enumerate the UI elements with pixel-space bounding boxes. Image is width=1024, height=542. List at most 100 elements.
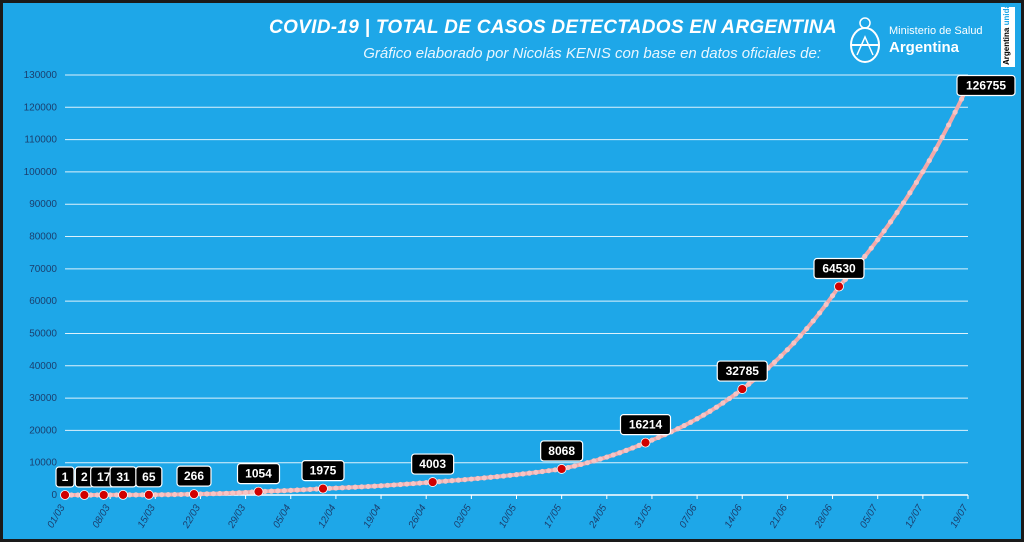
x-tick-label: 17/05 <box>542 503 564 531</box>
x-tick-label: 28/06 <box>813 503 836 531</box>
daily-point <box>771 359 778 365</box>
data-label: 65 <box>142 470 156 484</box>
x-tick-label: 15/03 <box>136 503 158 531</box>
daily-point <box>339 485 345 491</box>
x-tick-label: 08/03 <box>91 503 113 531</box>
highlight-point <box>737 384 748 394</box>
daily-point <box>455 477 462 483</box>
daily-point <box>365 483 371 490</box>
daily-point <box>913 179 920 185</box>
daily-point <box>946 122 952 128</box>
daily-point <box>384 482 391 488</box>
daily-point <box>275 488 281 494</box>
daily-point <box>184 491 191 497</box>
highlight-point <box>79 490 90 500</box>
data-label-box <box>301 460 345 482</box>
daily-point <box>230 490 236 496</box>
data-label: 4003 <box>419 457 446 471</box>
data-label-box <box>411 453 455 475</box>
series-line <box>64 84 970 497</box>
daily-point <box>829 293 836 299</box>
daily-point <box>159 492 165 498</box>
daily-point <box>475 475 481 482</box>
daily-point <box>313 486 320 492</box>
daily-point <box>346 484 352 491</box>
x-tick-label: 21/06 <box>767 503 790 531</box>
daily-point <box>488 474 494 480</box>
daily-point <box>501 473 507 479</box>
line-chart: 0 10000 20000 30000 40000 50000 60000 70000 8000… <box>24 70 1016 531</box>
daily-point <box>139 492 145 498</box>
chart-title: COVID-19 | TOTAL DE CASOS DETECTADOS EN … <box>269 17 837 38</box>
argentina-seal-icon <box>850 17 880 63</box>
daily-point <box>391 482 397 488</box>
daily-point <box>378 483 384 489</box>
x-tick-label: 03/05 <box>452 503 474 531</box>
x-tick-label: 10/05 <box>497 503 519 531</box>
daily-point <box>571 463 578 469</box>
y-tick-label: 80000 <box>29 232 57 243</box>
highlight-point <box>834 281 844 292</box>
daily-point <box>352 484 358 490</box>
chart-subtitle: Gráfico elaborado por Nicolás KENIS con … <box>363 45 821 62</box>
data-label-box <box>135 466 163 488</box>
y-tick-label: 70000 <box>29 264 57 275</box>
daily-point <box>733 391 739 397</box>
daily-point <box>481 475 487 481</box>
daily-point <box>294 487 300 493</box>
daily-point <box>423 479 429 486</box>
daily-point <box>372 483 378 489</box>
daily-point <box>591 458 597 464</box>
highlight-point <box>318 483 328 494</box>
highlight-point <box>189 489 199 500</box>
data-label: 16214 <box>629 418 663 432</box>
data-label: 8068 <box>548 444 575 458</box>
daily-point <box>539 468 545 475</box>
data-label: 1054 <box>245 467 272 481</box>
daily-point <box>920 169 926 175</box>
daily-point <box>249 489 255 495</box>
x-tick-label: 07/06 <box>678 503 700 531</box>
daily-point <box>675 426 681 432</box>
y-tick-label: 30000 <box>29 393 57 404</box>
daily-point <box>894 209 900 216</box>
x-tick-label: 29/03 <box>226 503 249 531</box>
highlight-point <box>143 489 154 500</box>
daily-point <box>778 353 784 359</box>
data-label-box <box>176 465 212 487</box>
x-tick-label: 31/05 <box>633 503 655 531</box>
y-tick-label: 90000 <box>29 199 57 210</box>
highlight-point <box>60 490 70 500</box>
daily-point <box>900 200 907 206</box>
daily-point <box>442 478 449 484</box>
daily-point <box>578 461 584 467</box>
data-label-box <box>236 462 281 485</box>
daily-point <box>107 492 113 498</box>
data-label-box <box>813 257 865 280</box>
daily-point <box>546 468 552 474</box>
daily-point <box>114 492 120 498</box>
data-label: 1975 <box>310 464 337 478</box>
daily-point <box>165 492 171 498</box>
daily-point <box>223 490 229 496</box>
logo-line-2: Argentina <box>889 39 960 56</box>
daily-point <box>152 492 158 498</box>
daily-point <box>449 478 455 484</box>
daily-point <box>494 474 500 480</box>
daily-point <box>862 253 868 259</box>
data-label-box <box>716 360 768 382</box>
x-tick-label: 14/06 <box>723 503 745 531</box>
daily-point <box>281 488 287 494</box>
daily-point <box>204 491 210 497</box>
daily-point <box>907 190 913 196</box>
daily-point <box>694 416 700 422</box>
daily-point <box>933 146 939 152</box>
daily-point <box>804 326 810 332</box>
daily-point <box>359 484 365 490</box>
daily-point <box>307 486 313 492</box>
daily-point <box>791 340 797 346</box>
y-tick-label: 110000 <box>24 135 57 146</box>
data-label: 1 <box>62 470 69 484</box>
daily-point <box>133 492 139 498</box>
